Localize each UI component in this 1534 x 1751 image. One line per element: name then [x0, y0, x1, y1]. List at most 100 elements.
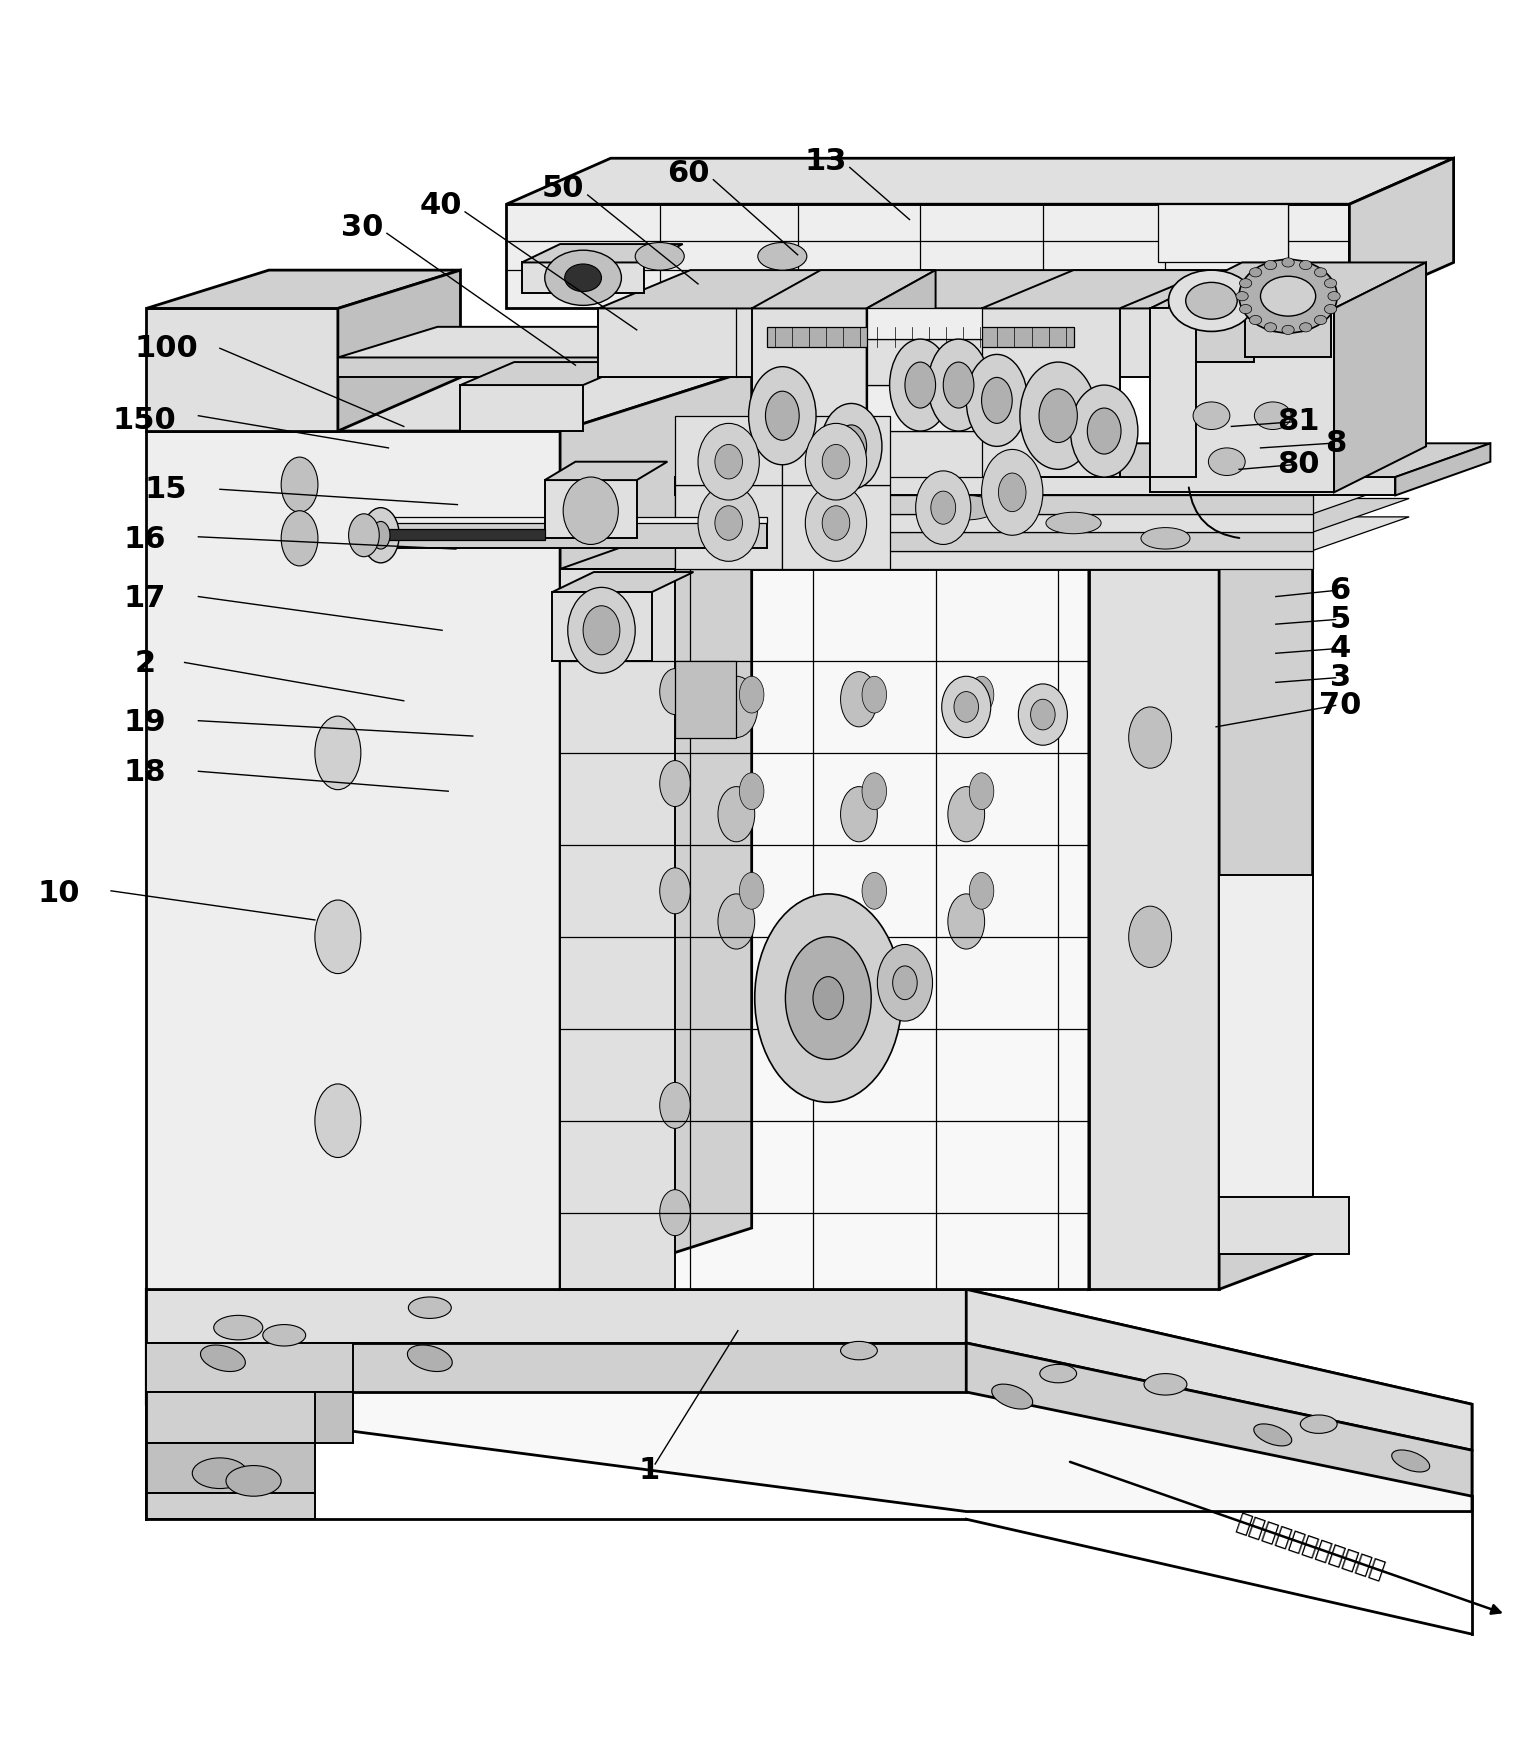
Polygon shape — [146, 1289, 966, 1343]
Polygon shape — [675, 513, 1313, 532]
Polygon shape — [1246, 296, 1332, 357]
Ellipse shape — [371, 522, 390, 550]
Ellipse shape — [1246, 266, 1332, 327]
Ellipse shape — [999, 473, 1026, 511]
Polygon shape — [675, 496, 1313, 513]
Ellipse shape — [1250, 268, 1261, 277]
Polygon shape — [560, 569, 1089, 1289]
Ellipse shape — [718, 895, 755, 949]
Ellipse shape — [1262, 278, 1313, 315]
Ellipse shape — [931, 490, 956, 524]
Ellipse shape — [1209, 448, 1246, 476]
Ellipse shape — [1391, 1450, 1430, 1473]
Ellipse shape — [1299, 322, 1312, 333]
Polygon shape — [337, 357, 752, 378]
Polygon shape — [560, 369, 752, 1289]
Ellipse shape — [1019, 685, 1068, 746]
Polygon shape — [1335, 263, 1427, 492]
Polygon shape — [1396, 443, 1491, 496]
Polygon shape — [506, 158, 1454, 205]
Ellipse shape — [660, 760, 690, 807]
Polygon shape — [675, 550, 1313, 569]
Ellipse shape — [821, 403, 882, 489]
Ellipse shape — [948, 895, 985, 949]
Ellipse shape — [739, 676, 764, 713]
Ellipse shape — [715, 506, 742, 541]
Polygon shape — [598, 270, 1243, 308]
Text: 电容器（模品）进料方向: 电容器（模品）进料方向 — [1233, 1509, 1388, 1583]
Polygon shape — [1150, 308, 1335, 492]
Polygon shape — [1089, 536, 1313, 569]
Ellipse shape — [1261, 277, 1316, 317]
Polygon shape — [1089, 569, 1220, 1289]
Ellipse shape — [739, 872, 764, 909]
Text: 30: 30 — [341, 212, 384, 242]
Polygon shape — [752, 308, 867, 476]
Ellipse shape — [749, 366, 816, 464]
Ellipse shape — [192, 1459, 247, 1488]
Ellipse shape — [877, 944, 933, 1021]
Ellipse shape — [1141, 527, 1190, 550]
Ellipse shape — [822, 445, 850, 480]
Ellipse shape — [635, 243, 684, 270]
Ellipse shape — [1236, 292, 1249, 301]
Ellipse shape — [765, 390, 799, 440]
Ellipse shape — [660, 1189, 690, 1236]
Ellipse shape — [314, 1084, 360, 1157]
Ellipse shape — [1129, 707, 1172, 769]
Polygon shape — [337, 270, 460, 431]
Polygon shape — [146, 369, 752, 431]
Polygon shape — [675, 415, 782, 485]
Polygon shape — [364, 529, 545, 539]
Polygon shape — [675, 532, 1313, 550]
Ellipse shape — [943, 362, 974, 408]
Ellipse shape — [1324, 305, 1336, 313]
Ellipse shape — [660, 669, 690, 714]
Ellipse shape — [1129, 907, 1172, 968]
Polygon shape — [552, 592, 652, 660]
Ellipse shape — [841, 672, 877, 727]
Ellipse shape — [1250, 315, 1261, 324]
Text: 15: 15 — [146, 475, 187, 504]
Text: 1: 1 — [638, 1455, 660, 1485]
Polygon shape — [675, 443, 1491, 476]
Text: 70: 70 — [1319, 692, 1361, 720]
Ellipse shape — [201, 1345, 245, 1371]
Text: 60: 60 — [667, 159, 710, 187]
Polygon shape — [1150, 308, 1197, 476]
Polygon shape — [982, 270, 1212, 308]
Ellipse shape — [1282, 326, 1295, 334]
Ellipse shape — [568, 587, 635, 672]
Polygon shape — [675, 499, 1410, 532]
Polygon shape — [146, 1343, 353, 1392]
Ellipse shape — [991, 1383, 1032, 1410]
Text: 150: 150 — [114, 406, 176, 434]
Text: 8: 8 — [1325, 429, 1347, 457]
Ellipse shape — [281, 457, 318, 513]
Polygon shape — [506, 205, 1350, 308]
Polygon shape — [1150, 263, 1427, 308]
Ellipse shape — [785, 937, 871, 1059]
Ellipse shape — [928, 340, 989, 431]
Text: 4: 4 — [1330, 634, 1351, 664]
Text: 10: 10 — [38, 879, 80, 909]
Ellipse shape — [969, 676, 994, 713]
Polygon shape — [1089, 536, 1186, 1289]
Polygon shape — [752, 270, 936, 308]
Polygon shape — [1220, 876, 1313, 1254]
Text: 40: 40 — [419, 191, 462, 221]
Polygon shape — [560, 536, 1186, 569]
Ellipse shape — [890, 340, 951, 431]
Polygon shape — [675, 517, 1410, 550]
Polygon shape — [675, 476, 1396, 496]
Ellipse shape — [805, 485, 867, 562]
Polygon shape — [460, 385, 583, 431]
Ellipse shape — [841, 786, 877, 842]
Polygon shape — [146, 270, 460, 308]
Text: 50: 50 — [542, 175, 584, 203]
Ellipse shape — [715, 445, 742, 480]
Ellipse shape — [660, 1082, 690, 1128]
Polygon shape — [146, 1443, 314, 1494]
Text: 17: 17 — [124, 583, 166, 613]
Polygon shape — [146, 1289, 1473, 1511]
